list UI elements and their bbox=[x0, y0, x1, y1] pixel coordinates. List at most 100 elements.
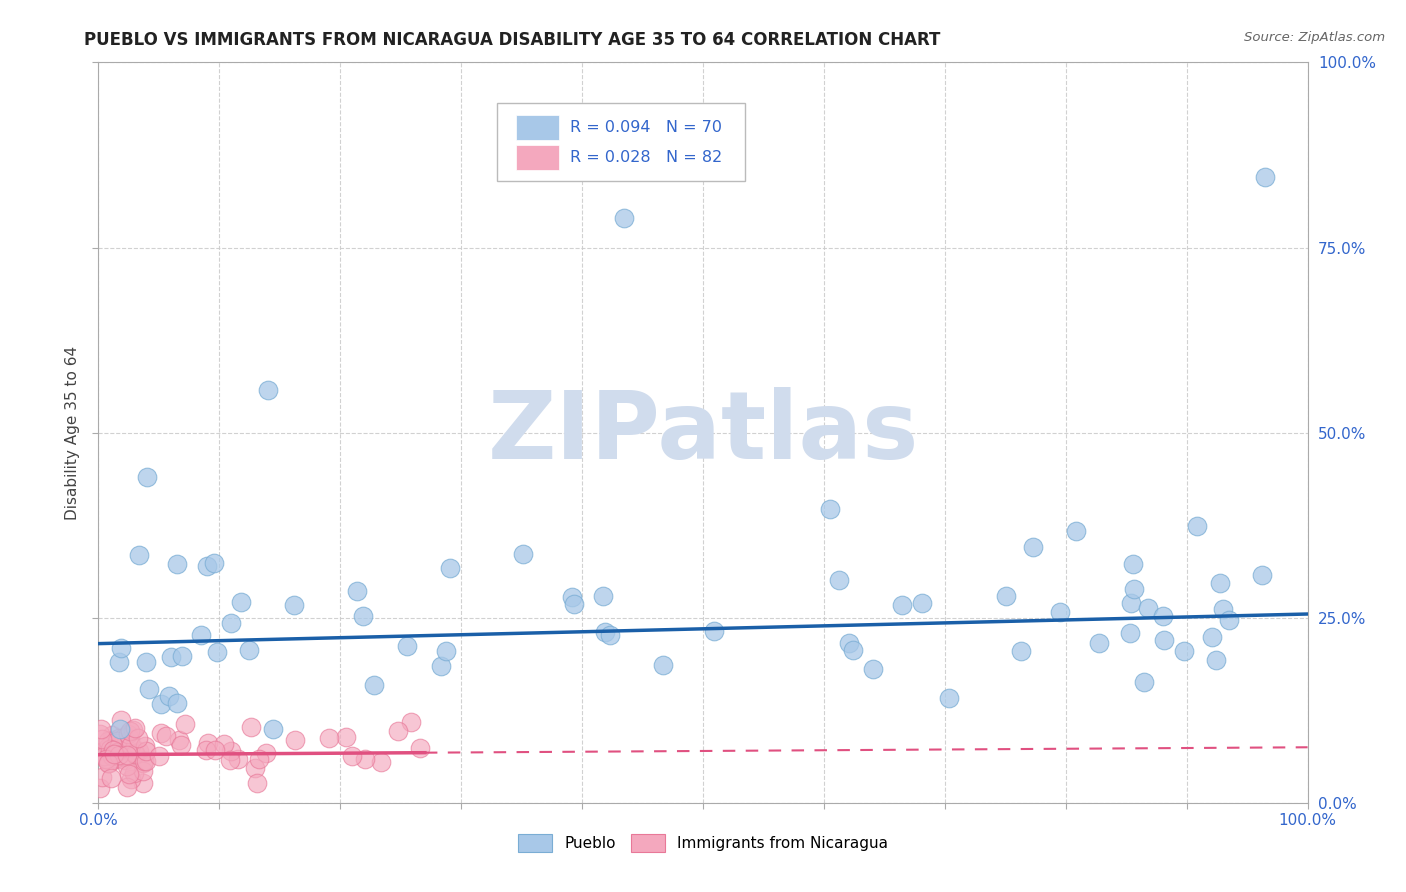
Point bbox=[148, 748, 170, 763]
Text: ZIPatlas: ZIPatlas bbox=[488, 386, 918, 479]
Point bbox=[104, 750, 127, 764]
Point bbox=[370, 755, 392, 769]
Point bbox=[335, 730, 357, 744]
Point bbox=[96, 751, 118, 765]
Point bbox=[1205, 653, 1227, 667]
Point bbox=[1123, 582, 1146, 596]
Point bbox=[512, 547, 534, 561]
Point bbox=[124, 747, 146, 762]
Point bbox=[1209, 576, 1232, 591]
Point bbox=[195, 559, 218, 574]
Point bbox=[1201, 630, 1223, 644]
Point bbox=[89, 726, 111, 740]
Point bbox=[132, 764, 155, 778]
Point bbox=[157, 690, 180, 704]
Point bbox=[170, 739, 193, 753]
Point bbox=[652, 657, 675, 672]
Point bbox=[354, 752, 377, 766]
Point bbox=[828, 574, 851, 588]
Point bbox=[105, 736, 128, 750]
Point bbox=[1133, 675, 1156, 690]
Point bbox=[862, 663, 884, 677]
Point bbox=[262, 722, 284, 736]
Point bbox=[1185, 519, 1208, 533]
Point bbox=[167, 732, 190, 747]
Point bbox=[818, 501, 841, 516]
Point bbox=[703, 624, 725, 639]
Point bbox=[246, 775, 269, 789]
Point bbox=[1087, 636, 1109, 650]
Point bbox=[120, 723, 142, 738]
Point bbox=[434, 643, 457, 657]
Point bbox=[197, 736, 219, 750]
Point bbox=[1049, 605, 1071, 619]
Point bbox=[97, 739, 120, 754]
Point bbox=[124, 721, 146, 735]
Point bbox=[409, 740, 432, 755]
Point bbox=[245, 762, 267, 776]
Point bbox=[212, 737, 235, 751]
Point bbox=[439, 561, 461, 575]
Y-axis label: Disability Age 35 to 64: Disability Age 35 to 64 bbox=[65, 345, 80, 520]
Point bbox=[97, 756, 120, 771]
Point bbox=[240, 720, 263, 734]
Point bbox=[174, 717, 197, 731]
Point bbox=[101, 743, 124, 757]
Point bbox=[172, 649, 194, 664]
Point bbox=[221, 616, 243, 631]
Point bbox=[1173, 643, 1195, 657]
Point bbox=[238, 643, 260, 657]
Point bbox=[112, 730, 135, 744]
Point bbox=[122, 766, 145, 780]
Point bbox=[387, 723, 409, 738]
Point bbox=[166, 696, 188, 710]
Point bbox=[134, 755, 156, 769]
Point bbox=[91, 770, 114, 784]
Point bbox=[105, 745, 128, 759]
Point bbox=[108, 747, 131, 762]
Point bbox=[128, 548, 150, 562]
Point bbox=[284, 733, 307, 747]
Point bbox=[101, 733, 124, 747]
Point bbox=[1212, 602, 1234, 616]
Point bbox=[120, 732, 142, 747]
Point bbox=[114, 753, 136, 767]
Point bbox=[108, 722, 131, 736]
Point bbox=[103, 748, 125, 763]
Point bbox=[254, 747, 277, 761]
Point bbox=[1119, 626, 1142, 640]
Point bbox=[149, 726, 172, 740]
Point bbox=[155, 730, 177, 744]
Point bbox=[1254, 170, 1277, 185]
Point bbox=[283, 598, 305, 612]
Point bbox=[90, 722, 112, 736]
Point bbox=[110, 641, 132, 656]
Point bbox=[399, 714, 422, 729]
Point bbox=[219, 753, 242, 767]
Text: PUEBLO VS IMMIGRANTS FROM NICARAGUA DISABILITY AGE 35 TO 64 CORRELATION CHART: PUEBLO VS IMMIGRANTS FROM NICARAGUA DISA… bbox=[84, 31, 941, 49]
Point bbox=[204, 742, 226, 756]
Point bbox=[249, 752, 271, 766]
Point bbox=[838, 636, 860, 650]
Point bbox=[134, 739, 156, 754]
Point bbox=[97, 734, 120, 748]
Point bbox=[135, 744, 157, 758]
Point bbox=[202, 556, 225, 570]
Point bbox=[117, 780, 139, 794]
Point bbox=[111, 749, 134, 764]
Point bbox=[159, 650, 181, 665]
Point bbox=[122, 723, 145, 738]
Point bbox=[108, 731, 131, 745]
Point bbox=[127, 731, 149, 746]
Point bbox=[430, 658, 453, 673]
Point bbox=[1066, 524, 1088, 538]
Point bbox=[118, 766, 141, 780]
Point bbox=[1153, 632, 1175, 647]
Point bbox=[128, 744, 150, 758]
Point bbox=[256, 383, 278, 397]
Point bbox=[994, 589, 1017, 603]
Text: R = 0.028   N = 82: R = 0.028 N = 82 bbox=[569, 150, 723, 165]
Point bbox=[226, 752, 249, 766]
Point bbox=[105, 752, 128, 766]
Point bbox=[911, 596, 934, 610]
